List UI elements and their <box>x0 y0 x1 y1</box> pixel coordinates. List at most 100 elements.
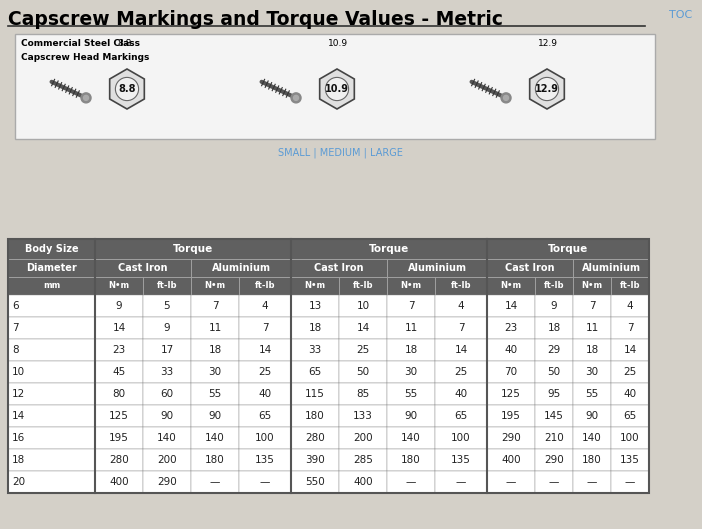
Bar <box>487 277 535 295</box>
Text: 12.9: 12.9 <box>535 84 559 94</box>
Bar <box>95 277 143 295</box>
Bar <box>95 405 143 427</box>
Text: —: — <box>406 477 416 487</box>
Bar <box>291 317 339 339</box>
Bar <box>191 339 239 361</box>
Bar <box>95 339 143 361</box>
Text: 4: 4 <box>627 301 633 311</box>
Bar <box>339 295 387 317</box>
Text: 14: 14 <box>357 323 370 333</box>
Bar <box>573 405 611 427</box>
Bar <box>8 383 95 405</box>
Text: N•m: N•m <box>400 281 422 290</box>
Text: 10.9: 10.9 <box>325 84 349 94</box>
Text: Capscrew Head Markings: Capscrew Head Markings <box>21 53 150 62</box>
Text: 14: 14 <box>258 345 272 355</box>
Text: 133: 133 <box>353 411 373 421</box>
Bar <box>95 259 191 277</box>
Bar <box>8 295 95 317</box>
Text: Body Size: Body Size <box>25 244 79 254</box>
Bar <box>95 427 143 449</box>
Bar <box>535 471 573 493</box>
Text: 25: 25 <box>357 345 370 355</box>
Text: 14: 14 <box>12 411 25 421</box>
Text: 95: 95 <box>548 389 561 399</box>
Bar <box>239 405 291 427</box>
Bar <box>387 427 435 449</box>
Bar <box>291 383 339 405</box>
Text: 210: 210 <box>544 433 564 443</box>
Text: TOC: TOC <box>669 10 692 20</box>
Bar <box>573 361 611 383</box>
Bar <box>8 317 95 339</box>
Text: 45: 45 <box>112 367 126 377</box>
Text: 100: 100 <box>256 433 274 443</box>
Bar <box>95 239 291 259</box>
Bar <box>387 339 435 361</box>
Bar <box>573 317 611 339</box>
Bar <box>339 471 387 493</box>
Text: 55: 55 <box>208 389 222 399</box>
Circle shape <box>291 93 301 103</box>
Bar <box>291 471 339 493</box>
Text: 10.9: 10.9 <box>328 39 348 48</box>
Text: 65: 65 <box>623 411 637 421</box>
Text: 8.8: 8.8 <box>118 84 135 94</box>
Bar <box>8 361 95 383</box>
Text: 18: 18 <box>404 345 418 355</box>
Bar <box>487 427 535 449</box>
Circle shape <box>503 95 508 101</box>
Text: 7: 7 <box>12 323 19 333</box>
Text: 12.9: 12.9 <box>538 39 558 48</box>
Text: 180: 180 <box>582 455 602 465</box>
Bar <box>8 427 95 449</box>
Bar <box>573 295 611 317</box>
Circle shape <box>293 95 298 101</box>
Bar <box>239 449 291 471</box>
Bar <box>8 405 95 427</box>
Text: 290: 290 <box>544 455 564 465</box>
Circle shape <box>536 77 559 101</box>
Bar <box>387 317 435 339</box>
Bar <box>339 449 387 471</box>
Bar <box>487 449 535 471</box>
Text: 195: 195 <box>501 411 521 421</box>
Text: 4: 4 <box>262 301 268 311</box>
Text: 140: 140 <box>582 433 602 443</box>
Text: 5: 5 <box>164 301 171 311</box>
Text: —: — <box>456 477 466 487</box>
Text: 7: 7 <box>589 301 595 311</box>
Bar <box>535 361 573 383</box>
Text: 25: 25 <box>623 367 637 377</box>
Bar <box>339 405 387 427</box>
Text: N•m: N•m <box>581 281 602 290</box>
Bar <box>191 317 239 339</box>
Bar <box>435 405 487 427</box>
Text: 50: 50 <box>548 367 561 377</box>
Text: 135: 135 <box>620 455 640 465</box>
Text: mm: mm <box>43 281 60 290</box>
Text: Diameter: Diameter <box>26 263 77 273</box>
Bar <box>239 317 291 339</box>
Text: 23: 23 <box>504 323 517 333</box>
Text: 180: 180 <box>305 411 325 421</box>
Bar <box>239 277 291 295</box>
Bar <box>487 405 535 427</box>
Text: 180: 180 <box>401 455 421 465</box>
Bar <box>291 361 339 383</box>
Text: 7: 7 <box>458 323 464 333</box>
Text: Aluminium: Aluminium <box>211 263 270 273</box>
Text: 145: 145 <box>544 411 564 421</box>
Bar <box>487 361 535 383</box>
Bar <box>191 277 239 295</box>
Text: 280: 280 <box>109 455 129 465</box>
Text: 14: 14 <box>454 345 468 355</box>
Bar <box>487 339 535 361</box>
Text: 65: 65 <box>258 411 272 421</box>
Bar <box>435 471 487 493</box>
Bar <box>435 361 487 383</box>
Bar <box>191 383 239 405</box>
Bar <box>387 471 435 493</box>
Text: 16: 16 <box>12 433 25 443</box>
Text: 50: 50 <box>357 367 369 377</box>
